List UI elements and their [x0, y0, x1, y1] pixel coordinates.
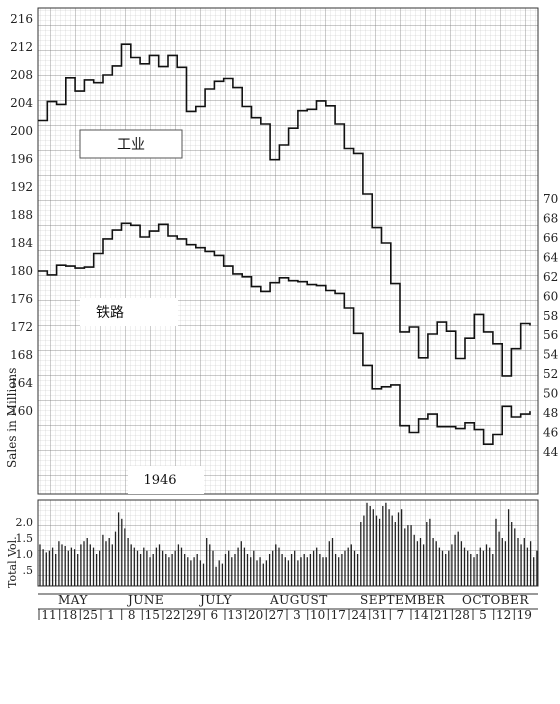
- date-tick-label: 27: [269, 608, 284, 622]
- right-tick-label: 46: [543, 426, 558, 440]
- date-tick-label: 14: [413, 608, 429, 622]
- volume-tick-label: 2.0: [16, 516, 34, 529]
- date-tick-label: 29: [186, 608, 201, 622]
- right-tick-label: 52: [543, 367, 558, 381]
- date-tick-label: 25: [83, 608, 98, 622]
- year-label-box: [128, 466, 204, 494]
- date-tick-label: 6: [210, 608, 218, 622]
- railroad-label-box: [80, 298, 178, 326]
- right-tick-label: 54: [543, 348, 559, 362]
- main-grid-major: [38, 8, 538, 494]
- left-tick-label: 204: [10, 96, 33, 110]
- left-tick-label: 212: [10, 40, 33, 54]
- right-tick-label: 68: [543, 211, 558, 225]
- left-axis-ticks: 216 212 208 204 200 196 192 188 184 180 176 172 168 1…: [10, 12, 33, 418]
- date-tick-label: 8: [128, 608, 136, 622]
- left-tick-label: 184: [10, 236, 33, 250]
- date-tick-label: 1: [107, 608, 115, 622]
- right-tick-label: 50: [543, 387, 558, 401]
- right-axis-ticks: 70 68 66 64 62 60 58 56 54 52 50 48 46 44: [543, 192, 559, 459]
- date-tick-label: 21: [434, 608, 449, 622]
- date-tick-label: 5: [479, 608, 487, 622]
- date-tick-label: 19: [517, 608, 532, 622]
- industrial-label-text: 工业: [117, 137, 145, 153]
- month-label: JULY: [198, 593, 233, 607]
- month-label: OCTOBER: [462, 593, 529, 607]
- railroad-label-text: 铁路: [96, 305, 124, 321]
- left-tick-label: 192: [10, 180, 33, 194]
- left-tick-label: 168: [10, 348, 33, 362]
- date-tick-label: 12: [496, 608, 511, 622]
- left-tick-label: 164: [10, 376, 33, 390]
- left-tick-label: 172: [10, 320, 33, 334]
- right-tick-label: 70: [543, 192, 558, 206]
- right-tick-label: 60: [543, 289, 558, 303]
- right-tick-label: 56: [543, 328, 558, 342]
- date-tick-label: 24: [351, 608, 367, 622]
- left-tick-label: 200: [10, 124, 33, 138]
- date-tick-label: 28: [455, 608, 470, 622]
- volume-bars: [39, 502, 538, 586]
- right-tick-label: 44: [543, 445, 559, 459]
- volume-axis-ticks: 2.0 1.5 1.0 .5: [16, 516, 34, 577]
- date-tick-label: 10: [310, 608, 325, 622]
- volume-tick-label: .5: [23, 564, 34, 577]
- volume-axis-title: Total Vol.: [6, 536, 19, 588]
- main-plot-area: [37, 7, 539, 495]
- left-tick-label: 180: [10, 264, 33, 278]
- month-label: JUNE: [126, 593, 164, 607]
- month-label: SEPTEMBER: [360, 593, 446, 607]
- volume-tick-label: 1.0: [16, 548, 34, 561]
- left-tick-label: 208: [10, 68, 33, 82]
- right-tick-label: 64: [543, 250, 559, 264]
- date-tick-label: 17: [331, 608, 346, 622]
- date-tick-label: 15: [145, 608, 160, 622]
- industrial-series-line: [38, 43, 531, 377]
- sales-axis-title: Sales in Millions: [5, 368, 19, 468]
- date-tick-label: 20: [248, 608, 263, 622]
- right-tick-label: 62: [543, 270, 558, 284]
- railroad-label: 铁路: [80, 298, 178, 326]
- left-tick-label: 188: [10, 208, 33, 222]
- date-tick-label: 3: [293, 608, 301, 622]
- right-tick-label: 66: [543, 231, 558, 245]
- right-tick-label: 58: [543, 309, 558, 323]
- right-tick-label: 48: [543, 406, 558, 420]
- date-tick-label: 18: [62, 608, 77, 622]
- left-tick-label: 216: [10, 12, 33, 26]
- date-tick-label: 7: [396, 608, 404, 622]
- year-label-text: 1946: [143, 473, 176, 488]
- left-tick-label: 196: [10, 152, 33, 166]
- date-tick-label: 13: [227, 608, 242, 622]
- date-tick-label: 11: [41, 608, 56, 622]
- industrial-label: 工业: [79, 129, 183, 159]
- main-plot-border: [37, 7, 539, 495]
- month-label: MAY: [58, 593, 88, 607]
- date-tick-label: 22: [165, 608, 180, 622]
- industrial-label-box: [79, 129, 183, 159]
- volume-tick-label: 1.5: [16, 532, 34, 545]
- left-tick-label: 176: [10, 292, 33, 306]
- year-label: 1946: [128, 466, 204, 494]
- left-tick-label: 160: [10, 404, 33, 418]
- month-label: AUGUST: [269, 593, 328, 607]
- date-tick-label: 31: [372, 608, 387, 622]
- railroad-series-line: [38, 222, 531, 445]
- series-lines: [38, 43, 531, 445]
